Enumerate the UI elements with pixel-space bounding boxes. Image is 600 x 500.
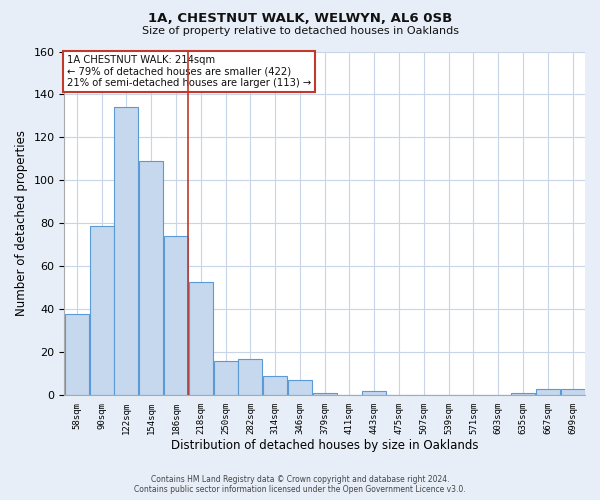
Bar <box>115 108 139 396</box>
Text: Contains public sector information licensed under the Open Government Licence v3: Contains public sector information licen… <box>134 485 466 494</box>
Bar <box>511 394 535 396</box>
Bar <box>89 226 113 396</box>
Text: Contains HM Land Registry data © Crown copyright and database right 2024.: Contains HM Land Registry data © Crown c… <box>151 475 449 484</box>
Bar <box>263 376 287 396</box>
Bar <box>313 394 337 396</box>
Y-axis label: Number of detached properties: Number of detached properties <box>15 130 28 316</box>
Text: 1A CHESTNUT WALK: 214sqm
← 79% of detached houses are smaller (422)
21% of semi-: 1A CHESTNUT WALK: 214sqm ← 79% of detach… <box>67 55 311 88</box>
X-axis label: Distribution of detached houses by size in Oaklands: Distribution of detached houses by size … <box>171 440 478 452</box>
Bar <box>189 282 213 396</box>
Text: 1A, CHESTNUT WALK, WELWYN, AL6 0SB: 1A, CHESTNUT WALK, WELWYN, AL6 0SB <box>148 12 452 26</box>
Bar <box>238 359 262 396</box>
Bar <box>536 389 560 396</box>
Bar <box>214 361 238 396</box>
Bar <box>164 236 188 396</box>
Text: Size of property relative to detached houses in Oaklands: Size of property relative to detached ho… <box>142 26 458 36</box>
Bar <box>65 314 89 396</box>
Bar <box>362 391 386 396</box>
Bar <box>288 380 312 396</box>
Bar <box>139 161 163 396</box>
Bar <box>560 389 584 396</box>
